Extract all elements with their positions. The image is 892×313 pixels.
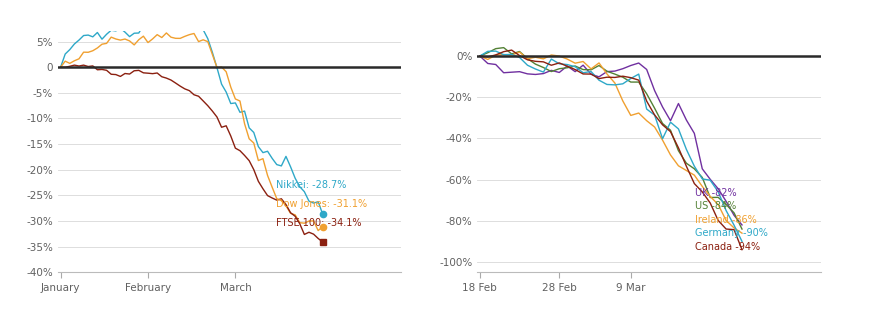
Text: UK -82%: UK -82% xyxy=(695,188,737,198)
Text: Ireland -86%: Ireland -86% xyxy=(695,215,756,225)
Text: US -84%: US -84% xyxy=(695,202,736,212)
Text: Nikkei: -28.7%: Nikkei: -28.7% xyxy=(276,180,346,190)
Text: FTSE 100: -34.1%: FTSE 100: -34.1% xyxy=(276,218,361,228)
Text: Canada -94%: Canada -94% xyxy=(695,242,760,252)
Text: Germany -90%: Germany -90% xyxy=(695,228,768,238)
Text: Dow Jones: -31.1%: Dow Jones: -31.1% xyxy=(276,199,367,209)
